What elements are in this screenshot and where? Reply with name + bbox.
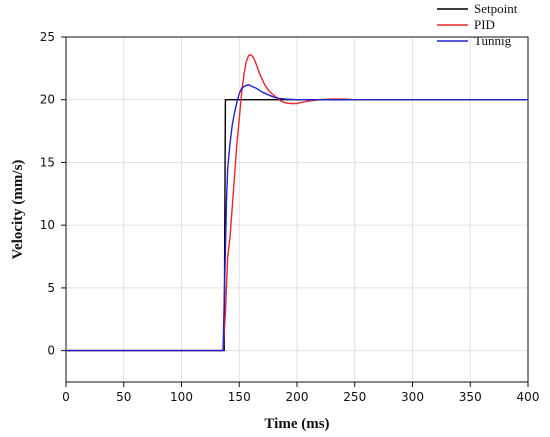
y-tick-label: 10 xyxy=(40,218,55,232)
x-ticks: 0 50 100 150 200 250 300 350 400 xyxy=(62,382,539,404)
x-tick-label: 250 xyxy=(343,390,366,404)
y-tick-label: 15 xyxy=(40,155,55,169)
x-tick-label: 200 xyxy=(286,390,309,404)
legend-label-setpoint: Setpoint xyxy=(474,1,518,16)
series-line-pid xyxy=(66,53,373,352)
y-tick-label: 25 xyxy=(40,30,55,44)
y-tick-label: 20 xyxy=(40,93,55,107)
y-ticks: 0 5 10 15 20 25 xyxy=(40,30,66,358)
y-tick-label: 5 xyxy=(47,281,55,295)
x-axis-title: Time (ms) xyxy=(264,416,329,432)
series-line-tunnig xyxy=(66,83,528,352)
x-tick-label: 100 xyxy=(170,390,193,404)
y-axis-title: Velocity (mm/s) xyxy=(10,160,26,260)
x-tick-label: 0 xyxy=(62,390,70,404)
series-layer xyxy=(66,53,528,352)
legend-label-pid: PID xyxy=(474,17,495,32)
legend-label-tunnig: Tunnig xyxy=(474,33,512,48)
x-tick-label: 50 xyxy=(116,390,131,404)
x-tick-label: 350 xyxy=(459,390,482,404)
x-tick-label: 150 xyxy=(228,390,251,404)
x-tick-label: 300 xyxy=(401,390,424,404)
x-tick-label: 400 xyxy=(517,390,540,404)
y-tick-label: 0 xyxy=(47,344,55,358)
grid xyxy=(65,36,529,382)
